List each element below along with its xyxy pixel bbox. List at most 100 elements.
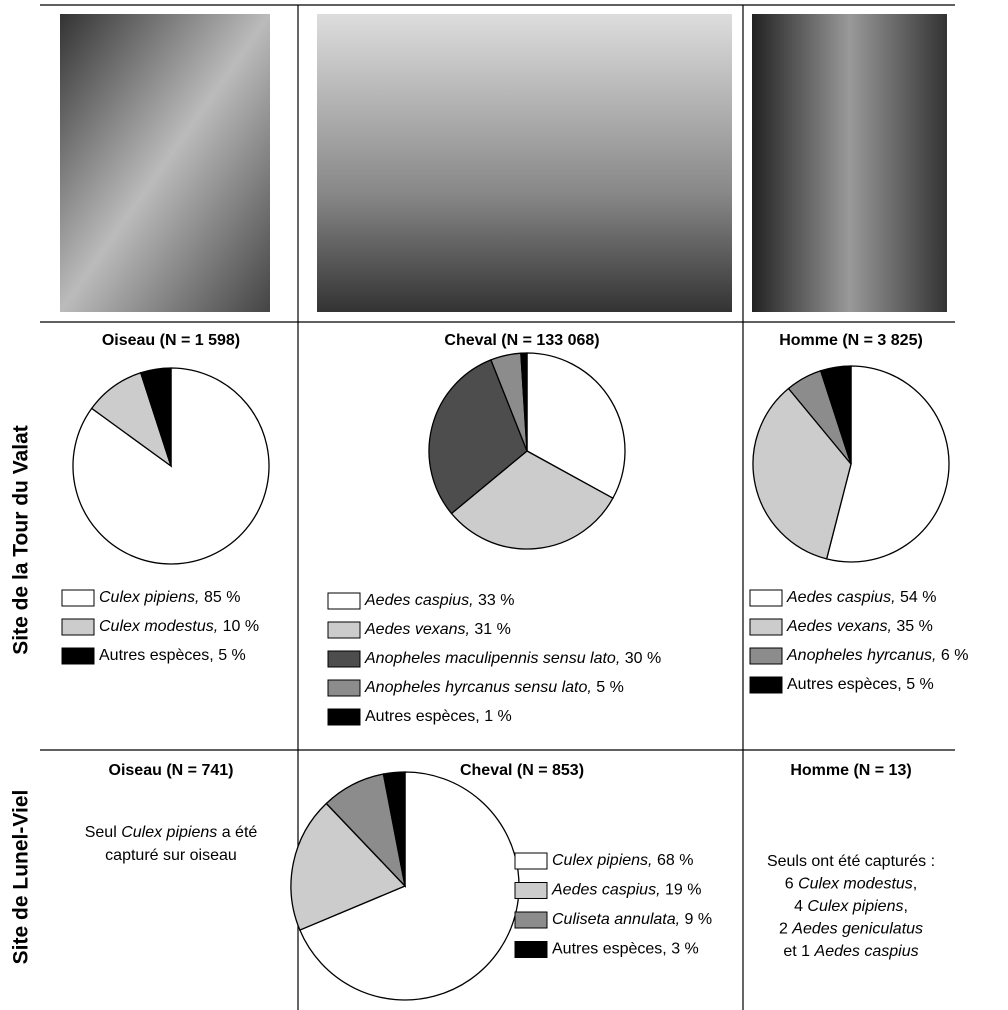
legend-value: 68 % <box>657 852 693 869</box>
legend-name: Aedes caspius, <box>551 882 661 899</box>
legend-entry: Aedes caspius, 54 % <box>786 589 936 606</box>
note-segment: 4 <box>794 898 807 915</box>
note-line: 2 Aedes geniculatus <box>779 921 923 938</box>
legend-name: Autres espèces, <box>552 941 667 958</box>
pie-slice <box>450 450 614 550</box>
note-segment: Culex pipiens <box>807 898 903 915</box>
legend-value: 54 % <box>900 589 936 606</box>
legend-name: Aedes vexans, <box>786 618 892 635</box>
panel-title: Homme (N = 13) <box>790 762 911 779</box>
note-segment: Seul <box>85 824 121 841</box>
panel-title: Cheval (N = 853) <box>460 762 584 779</box>
legend-swatch <box>61 647 95 665</box>
legend-value: 9 % <box>685 911 713 928</box>
legend-swatch <box>61 589 95 607</box>
legend-swatch <box>327 650 361 668</box>
note-segment: a été <box>217 824 257 841</box>
legend-value: 85 % <box>204 589 240 606</box>
pie-slice <box>819 365 852 465</box>
panel-title: Cheval (N = 133 068) <box>444 332 599 349</box>
legend-swatch <box>749 589 783 607</box>
legend-value: 6 % <box>941 647 969 664</box>
legend-value: 10 % <box>223 618 259 635</box>
note-segment: Aedes caspius <box>814 943 919 960</box>
legend-value: 31 % <box>474 621 510 638</box>
legend-swatch <box>327 592 361 610</box>
legend-entry: Culex modestus, 10 % <box>99 618 259 635</box>
pie-slice <box>139 367 172 467</box>
note-segment: capturé sur oiseau <box>105 847 237 864</box>
pie-slice <box>382 771 406 887</box>
legend-swatch <box>749 676 783 694</box>
legend-entry: Aedes caspius, 19 % <box>551 882 701 899</box>
legend-name: Anopheles hyrcanus, <box>786 647 936 664</box>
legend-entry: Anopheles hyrcanus sensu lato, 5 % <box>364 679 624 696</box>
photo-human-capture <box>752 14 947 312</box>
legend-entry: Aedes caspius, 33 % <box>364 592 514 609</box>
legend-name: Culex pipiens, <box>552 852 653 869</box>
pie-slice <box>299 771 520 1001</box>
note-line: capturé sur oiseau <box>105 847 237 864</box>
panel-title: Oiseau (N = 741) <box>109 762 234 779</box>
legend-name: Aedes caspius, <box>364 592 474 609</box>
legend-entry: Aedes vexans, 35 % <box>786 618 933 635</box>
note-line: et 1 Aedes caspius <box>783 943 918 960</box>
legend-value: 5 % <box>596 679 624 696</box>
legend-swatch <box>749 647 783 665</box>
note-segment: Culex modestus <box>798 876 913 893</box>
legend-value: 35 % <box>896 618 932 635</box>
legend-entry: Autres espèces, 5 % <box>787 676 934 693</box>
note-segment: Aedes geniculatus <box>791 921 923 938</box>
legend-value: 5 % <box>906 676 934 693</box>
photo-bird-trap <box>60 14 270 312</box>
legend-swatch <box>749 618 783 636</box>
legend-entry: Culex pipiens, 85 % <box>99 589 240 606</box>
legend-swatch <box>514 911 548 929</box>
legend-value: 19 % <box>665 882 701 899</box>
legend-name: Autres espèces, <box>365 708 480 725</box>
note-segment: et 1 <box>783 943 814 960</box>
panel-title: Oiseau (N = 1 598) <box>102 332 240 349</box>
legend-swatch <box>327 708 361 726</box>
note-segment: Seuls ont été capturés : <box>767 853 935 870</box>
legend-swatch <box>514 941 548 958</box>
legend-value: 5 % <box>218 647 246 664</box>
legend-entry: Culiseta annulata, 9 % <box>552 911 712 928</box>
legend-value: 3 % <box>671 941 699 958</box>
row-label: Site de Lunel-Viel <box>10 790 33 965</box>
legend-entry: Culex pipiens, 68 % <box>552 852 693 869</box>
note-segment: 2 <box>779 921 792 938</box>
legend-name: Anopheles hyrcanus sensu lato, <box>364 679 592 696</box>
legend-value: 30 % <box>625 650 661 667</box>
pie-slice <box>752 387 852 560</box>
legend-entry: Aedes vexans, 31 % <box>364 621 511 638</box>
legend-name: Aedes caspius, <box>786 589 896 606</box>
legend-name: Anopheles maculipennis sensu lato, <box>364 650 620 667</box>
legend-name: Aedes vexans, <box>364 621 470 638</box>
legend-value: 33 % <box>478 592 514 609</box>
note-segment: , <box>913 876 917 893</box>
note-line: 4 Culex pipiens, <box>794 898 908 915</box>
legend-value: 1 % <box>484 708 512 725</box>
note-line: Seuls ont été capturés : <box>767 853 935 870</box>
panel-title: Homme (N = 3 825) <box>779 332 923 349</box>
pie-slice <box>825 365 950 563</box>
legend-swatch <box>514 852 548 870</box>
pie-slice <box>290 802 407 931</box>
legend-swatch <box>327 621 361 639</box>
legend-entry: Autres espèces, 3 % <box>552 941 699 958</box>
note-segment: Culex pipiens <box>121 824 217 841</box>
pie-slice <box>520 352 528 452</box>
legend-name: Culiseta annulata, <box>552 911 680 928</box>
row-label: Site de la Tour du Valat <box>10 425 33 655</box>
note-line: 6 Culex modestus, <box>785 876 918 893</box>
pie-slice <box>526 352 626 500</box>
legend-entry: Autres espèces, 5 % <box>99 647 246 664</box>
legend-name: Autres espèces, <box>787 676 902 693</box>
legend-name: Culex modestus, <box>99 618 218 635</box>
legend-swatch <box>61 618 95 636</box>
legend-entry: Autres espèces, 1 % <box>365 708 512 725</box>
legend-name: Culex pipiens, <box>99 589 200 606</box>
pie-slice <box>428 359 528 515</box>
